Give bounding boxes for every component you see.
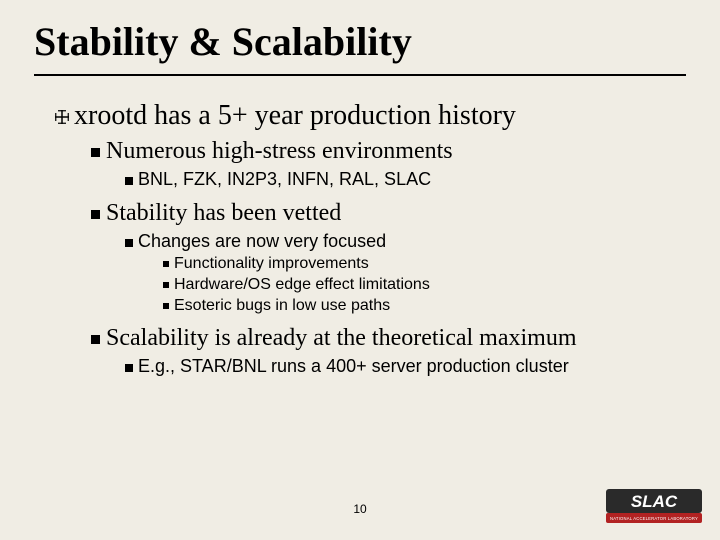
bullet-lvl3: Changes are now very focused — [120, 231, 690, 252]
bullet-lvl3: E.g., STAR/BNL runs a 400+ server produc… — [120, 356, 690, 377]
bullet-text: BNL, FZK, IN2P3, INFN, RAL, SLAC — [138, 169, 690, 190]
svg-text:SLAC: SLAC — [631, 492, 678, 511]
title-underline — [34, 74, 686, 76]
bullet-text: Functionality improvements — [174, 255, 690, 273]
square-bullet-icon — [84, 149, 106, 158]
slide-title: Stability & Scalability — [34, 18, 412, 65]
square-bullet-icon — [120, 177, 138, 185]
bullet-lvl1: xrootd has a 5+ year production history — [50, 100, 690, 132]
bullet-text: Stability has been vetted — [106, 200, 690, 227]
square-bullet-icon — [84, 336, 106, 345]
square-bullet-icon — [158, 262, 174, 268]
bullet-lvl3: BNL, FZK, IN2P3, INFN, RAL, SLAC — [120, 169, 690, 190]
slide: Stability & Scalability xrootd has a 5+ … — [0, 0, 720, 540]
bullet-lvl2: Scalability is already at the theoretica… — [84, 325, 690, 352]
bullet-text: Numerous high-stress environments — [106, 138, 690, 165]
square-bullet-icon — [158, 304, 174, 310]
bullet-lvl4: Functionality improvements — [158, 255, 690, 273]
bullet-text: Hardware/OS edge effect limitations — [174, 276, 690, 294]
slac-logo: SLAC NATIONAL ACCELERATOR LABORATORY — [606, 489, 702, 528]
bullet-text: xrootd has a 5+ year production history — [74, 100, 690, 132]
bullet-lvl2: Stability has been vetted — [84, 200, 690, 227]
bullet-lvl2: Numerous high-stress environments — [84, 138, 690, 165]
bullet-text: E.g., STAR/BNL runs a 400+ server produc… — [138, 356, 690, 377]
bullet-text: Changes are now very focused — [138, 231, 690, 252]
square-bullet-icon — [120, 239, 138, 247]
square-bullet-icon — [84, 211, 106, 220]
square-bullet-icon — [158, 283, 174, 289]
plus-bullet-icon — [50, 110, 74, 124]
bullet-lvl4: Esoteric bugs in low use paths — [158, 297, 690, 315]
slide-body: xrootd has a 5+ year production history … — [50, 96, 690, 377]
bullet-text: Scalability is already at the theoretica… — [106, 325, 690, 352]
bullet-text: Esoteric bugs in low use paths — [174, 297, 690, 315]
svg-text:NATIONAL ACCELERATOR LABORATOR: NATIONAL ACCELERATOR LABORATORY — [610, 516, 698, 521]
square-bullet-icon — [120, 364, 138, 372]
bullet-lvl4: Hardware/OS edge effect limitations — [158, 276, 690, 294]
